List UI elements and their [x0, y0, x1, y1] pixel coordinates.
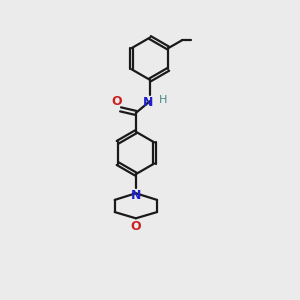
Text: H: H	[159, 94, 167, 105]
Text: N: N	[131, 189, 141, 202]
Text: O: O	[130, 220, 141, 233]
Text: N: N	[143, 96, 154, 109]
Text: O: O	[111, 94, 122, 108]
